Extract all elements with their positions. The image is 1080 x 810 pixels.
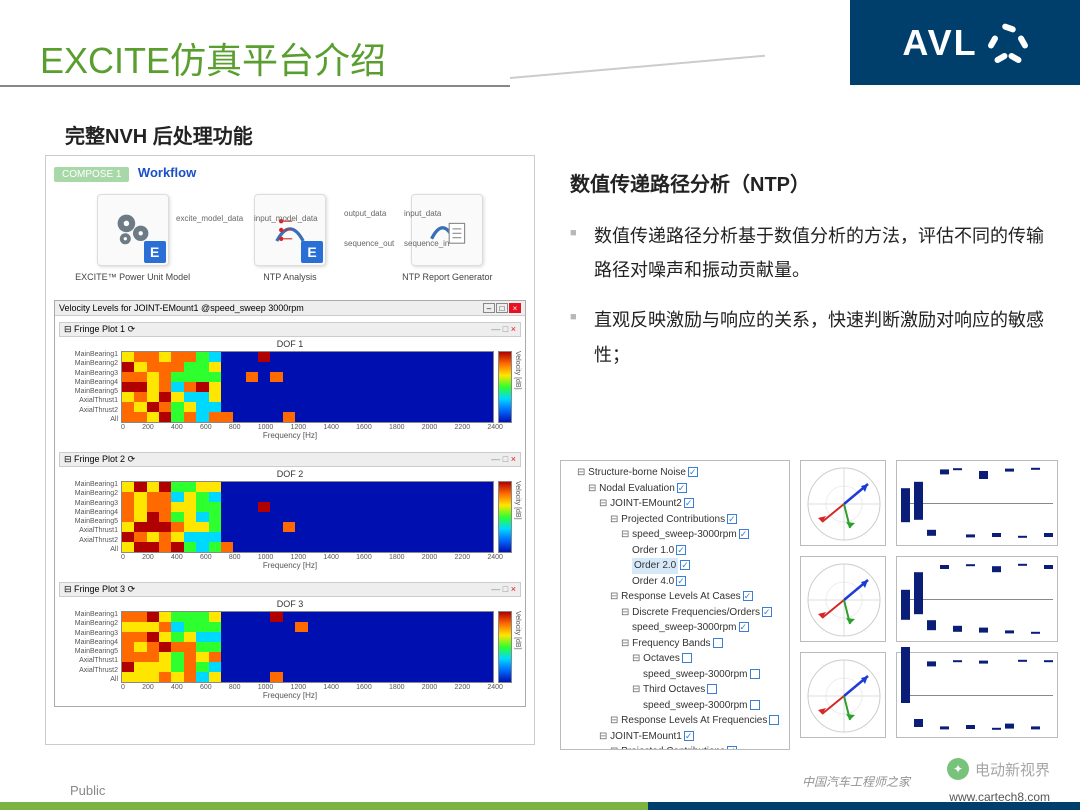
workflow-caption: EXCITE™ Power Unit Model — [68, 272, 198, 282]
report-icon — [411, 194, 483, 266]
gears-icon: E — [97, 194, 169, 266]
workflow-header: COMPOSE 1 Workflow — [54, 164, 526, 182]
window-title-text: Velocity Levels for JOINT-EMount1 @speed… — [59, 303, 304, 313]
brand-text: AVL — [902, 22, 977, 64]
slide-title-bar: EXCITE仿真平台介绍 — [40, 32, 830, 84]
arrow-label: output_data — [344, 209, 386, 218]
e-badge-icon: E — [144, 241, 166, 263]
workflow-node: E EXCITE™ Power Unit Model — [68, 194, 198, 282]
bullet-item: 直观反映激励与响应的关系，快速判断激励对响应的敏感性； — [570, 303, 1045, 371]
ntp-analysis-icon: E — [254, 194, 326, 266]
title-underline — [0, 85, 850, 87]
bullet-item: 数值传递路径分析基于数值分析的方法，评估不同的传输路径对噪声和振动贡献量。 — [570, 219, 1045, 287]
heatmap-window: Velocity Levels for JOINT-EMount1 @speed… — [54, 300, 526, 707]
workflow-caption: NTP Analysis — [225, 272, 355, 282]
compose-badge: COMPOSE 1 — [54, 167, 129, 182]
tree-panel[interactable]: Structure-borne NoiseNodal EvaluationJOI… — [560, 460, 790, 750]
window-titlebar: Velocity Levels for JOINT-EMount1 @speed… — [55, 301, 525, 316]
slide-subtitle: 完整NVH 后处理功能 — [65, 120, 253, 149]
arrow-label: sequence_in — [404, 239, 449, 248]
vector-plots-column — [800, 460, 1050, 748]
arrow-label: excite_model_data — [176, 214, 243, 223]
brand-swirl-icon — [988, 23, 1028, 63]
accent-bar — [0, 802, 1080, 810]
workflow-node: NTP Report Generator — [382, 194, 512, 282]
workflow-node: E NTP Analysis — [225, 194, 355, 282]
wechat-icon: ✦ — [947, 758, 969, 780]
workflow-caption: NTP Report Generator — [382, 272, 512, 282]
slide-title: EXCITE仿真平台介绍 — [40, 32, 830, 84]
workflow-label: Workflow — [138, 165, 196, 180]
arrow-label: input_data — [404, 209, 441, 218]
section-heading: 数值传递路径分析（NTP） — [570, 168, 1045, 197]
watermark-site: 中国汽车工程师之家 — [802, 773, 910, 790]
arrow-label: sequence_out — [344, 239, 394, 248]
workflow-row: E EXCITE™ Power Unit Model E NTP Analysi… — [54, 194, 526, 282]
window-controls[interactable]: –□× — [482, 303, 521, 313]
bullet-list: 数值传递路径分析基于数值分析的方法，评估不同的传输路径对噪声和振动贡献量。 直观… — [570, 219, 1045, 372]
arrow-label: input_model_data — [254, 214, 318, 223]
watermark-wx: ✦电动新视界 — [947, 758, 1050, 780]
e-badge-icon: E — [301, 241, 323, 263]
left-screenshot-panel: COMPOSE 1 Workflow E EXCITE™ Power Unit … — [45, 155, 535, 745]
right-text-column: 数值传递路径分析（NTP） 数值传递路径分析基于数值分析的方法，评估不同的传输路… — [570, 168, 1045, 388]
footer-label: Public — [70, 783, 105, 798]
brand-logo: AVL — [850, 0, 1080, 85]
